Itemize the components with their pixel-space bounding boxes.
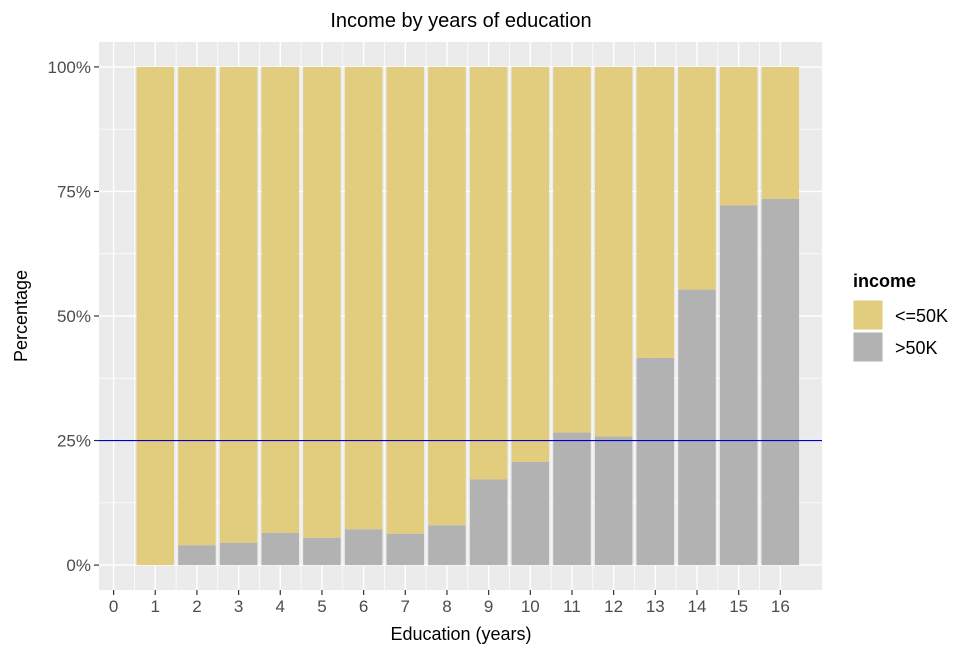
y-tick-label: 25% (57, 432, 91, 451)
y-tick-label: 75% (57, 182, 91, 201)
legend-swatch-gt50k (852, 331, 884, 363)
y-axis: 0% 25% 50% 75% 100% (48, 58, 99, 575)
bar-le50k-4 (261, 66, 300, 533)
x-tick-label: 15 (729, 597, 748, 616)
bar-le50k-11 (553, 66, 591, 433)
x-tick-label: 8 (442, 597, 451, 616)
bar-gt50k-7 (386, 533, 425, 566)
bar-le50k-13 (636, 66, 675, 358)
x-tick-label: 3 (234, 597, 243, 616)
x-tick-label: 11 (563, 597, 581, 616)
bar-gt50k-2 (178, 545, 216, 566)
legend-label-gt50k: >50K (895, 338, 938, 358)
x-tick-label: 5 (317, 597, 326, 616)
bar-gt50k-12 (594, 436, 633, 566)
bar-gt50k-4 (261, 532, 300, 566)
bar-le50k-7 (386, 66, 425, 534)
legend: income <=50K >50K (852, 271, 948, 363)
bar-gt50k-5 (303, 537, 341, 566)
bar-le50k-8 (428, 66, 466, 526)
x-axis: 0 1 2 3 4 5 6 7 8 9 10 11 12 13 14 15 16 (109, 590, 790, 616)
bar-gt50k-13 (636, 357, 675, 566)
bar-gt50k-6 (344, 529, 383, 566)
bar-le50k-15 (719, 66, 758, 206)
bar-le50k-9 (469, 66, 508, 480)
x-tick-label: 2 (192, 597, 201, 616)
bar-le50k-10 (511, 66, 550, 462)
bar-gt50k-9 (469, 479, 508, 566)
bar-gt50k-16 (761, 198, 800, 566)
x-axis-label: Education (years) (390, 624, 531, 644)
y-tick-label: 100% (48, 58, 91, 77)
bar-gt50k-8 (428, 525, 466, 566)
x-tick-label: 12 (604, 597, 623, 616)
bar-le50k-5 (303, 66, 341, 538)
x-tick-label: 14 (688, 597, 707, 616)
x-tick-label: 16 (771, 597, 790, 616)
bar-le50k-12 (594, 66, 633, 437)
x-tick-label: 4 (276, 597, 285, 616)
legend-title: income (853, 271, 916, 291)
legend-label-le50k: <=50K (895, 306, 948, 326)
x-tick-label: 1 (151, 597, 160, 616)
bar-le50k-16 (761, 66, 800, 199)
x-tick-label: 13 (646, 597, 665, 616)
x-tick-label: 10 (521, 597, 540, 616)
bar-gt50k-3 (219, 542, 258, 566)
x-tick-label: 0 (109, 597, 118, 616)
bar-le50k-1 (136, 66, 175, 566)
x-tick-label: 6 (359, 597, 368, 616)
legend-swatch-le50k (852, 299, 884, 331)
legend-items: <=50K >50K (852, 299, 948, 363)
x-tick-label: 9 (484, 597, 493, 616)
chart-title: Income by years of education (330, 10, 591, 32)
bar-gt50k-14 (678, 289, 716, 566)
y-tick-label: 50% (57, 307, 91, 326)
bar-le50k-14 (678, 66, 716, 290)
bars (136, 66, 800, 566)
y-axis-label: Percentage (11, 270, 31, 362)
bar-le50k-3 (219, 66, 258, 543)
bar-gt50k-11 (553, 432, 591, 566)
bar-gt50k-10 (511, 461, 550, 566)
y-tick-label: 0% (66, 556, 91, 575)
bar-gt50k-15 (719, 205, 758, 566)
bar-le50k-6 (344, 66, 383, 530)
bar-le50k-2 (178, 66, 216, 546)
x-tick-label: 7 (401, 597, 410, 616)
